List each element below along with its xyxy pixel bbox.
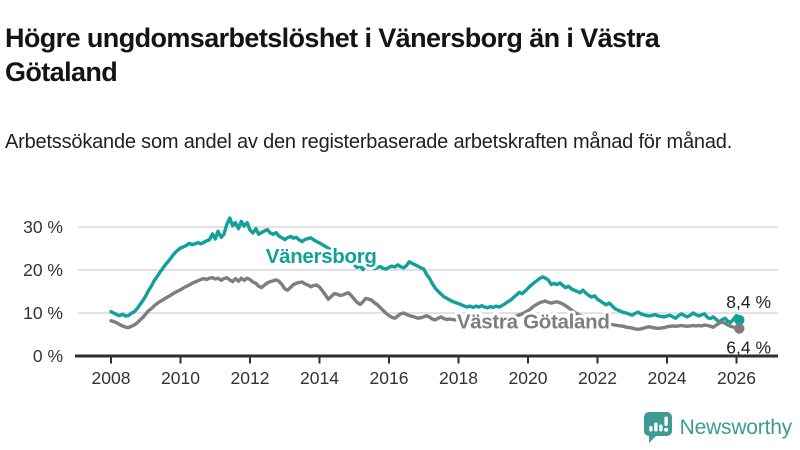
y-axis-tick-label: 20 % [23, 260, 63, 280]
x-axis-tick-label: 2014 [300, 368, 339, 388]
x-axis-tick-label: 2016 [370, 368, 409, 388]
end-value-label-vastra-gotaland: 6,4 % [726, 338, 771, 358]
series-label-vanersborg: Vänersborg [266, 245, 377, 268]
series-line-vanersborg [109, 216, 741, 325]
end-dot-vanersborg [734, 314, 745, 326]
end-value-label-vanersborg: 8,4 % [726, 292, 771, 312]
newsworthy-logo: Newsworthy [643, 411, 792, 444]
bar-chart-speech-bubble-icon [643, 412, 672, 443]
x-axis-tick-label: 2022 [578, 368, 617, 388]
x-axis-tick-label: 2018 [439, 368, 478, 388]
y-axis-tick-label: 0 % [33, 346, 63, 366]
x-axis-tick-label: 2026 [717, 368, 756, 388]
page-title: Högre ungdomsarbetslöshet i Vänersborg ä… [5, 23, 660, 87]
line-chart: Vänersborg Västra Götaland 8,4 % 6,4 % 2008 2… [0, 195, 800, 400]
end-dot-vastra-gotaland [734, 323, 745, 334]
x-axis-tick-label: 2012 [231, 368, 270, 388]
x-axis-tick-label: 2020 [509, 368, 548, 388]
x-axis-tick-label: 2010 [161, 368, 200, 388]
x-axis-tick-label: 2008 [92, 368, 131, 388]
x-axis-tick-label: 2024 [648, 368, 687, 388]
chart-canvas: Vänersborg Västra Götaland 8,4 % 6,4 % 2008 2… [23, 216, 778, 388]
y-axis-tick-label: 30 % [23, 217, 63, 237]
series-line-vastra-gotaland [109, 275, 741, 332]
page-subtitle: Arbetssökande som andel av den registerb… [5, 131, 733, 153]
newsworthy-logo-text: Newsworthy [679, 415, 793, 439]
series-label-vastra-gotaland: Västra Götaland [457, 311, 610, 334]
y-axis-tick-label: 10 % [23, 303, 63, 323]
